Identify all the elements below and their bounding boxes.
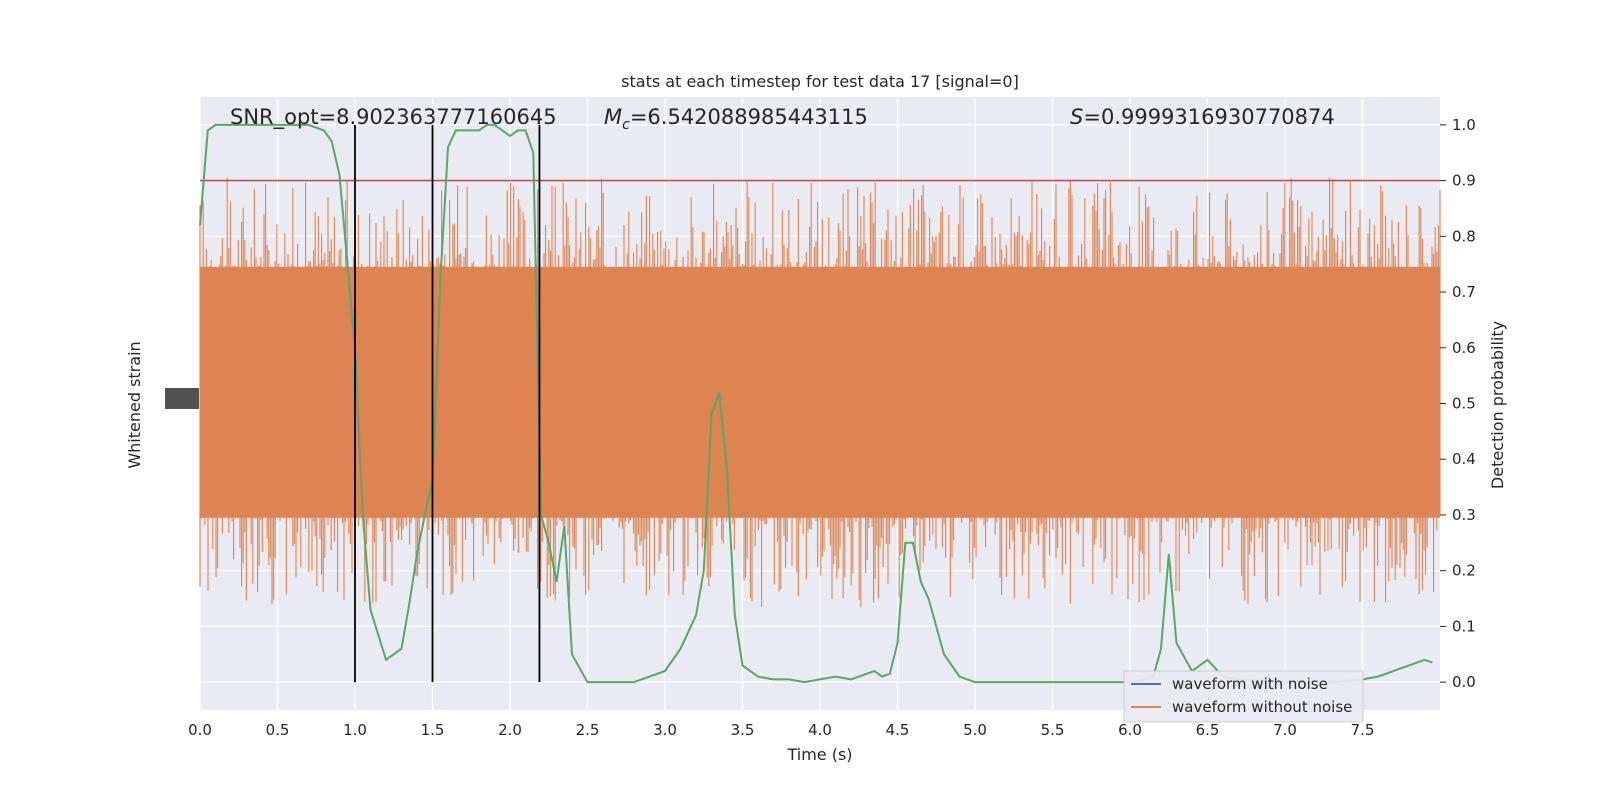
y-tick-label: 0.4 — [1452, 450, 1476, 468]
y-tick-label: 0.2 — [1452, 562, 1476, 580]
probability-series — [199, 123, 1440, 684]
y-tick-label: 1.0 — [1452, 116, 1476, 134]
x-tick-label: 0.5 — [266, 721, 290, 739]
legend-label-with-noise: waveform with noise — [1172, 675, 1328, 693]
s-symbol: S — [1070, 105, 1083, 129]
y-tick-label: 0.7 — [1452, 283, 1476, 301]
y-tick-label: 0.1 — [1452, 617, 1476, 635]
legend: waveform with noise waveform without noi… — [1123, 670, 1364, 723]
x-tick-label: 6.5 — [1196, 721, 1220, 739]
x-tick-label: 3.5 — [731, 721, 755, 739]
tick-labels: 0.0 0.5 1.0 1.5 2.0 2.5 3.0 3.5 4.0 4.5 5.0 5.5 6.0 6… — [188, 116, 1476, 739]
y-tick-label: 0.6 — [1452, 339, 1476, 357]
x-tick-label: 4.0 — [808, 721, 832, 739]
x-tick-label: 1.5 — [421, 721, 445, 739]
x-tick-label: 2.0 — [498, 721, 522, 739]
x-axis-label: Time (s) — [786, 745, 852, 764]
noise-series — [199, 177, 1441, 607]
x-tick-label: 0.0 — [188, 721, 212, 739]
mc-symbol: M — [604, 105, 622, 129]
y-axis-label-left: Whitened strain — [125, 341, 144, 468]
annotation-mc: Mc=6.542088985443115 — [604, 105, 868, 133]
x-tick-label: 4.5 — [886, 721, 910, 739]
chart-title: stats at each timestep for test data 17 … — [621, 72, 1019, 91]
y-tick-label: 0.5 — [1452, 395, 1476, 413]
vertical-markers — [354, 124, 541, 683]
probability-line — [199, 123, 1433, 684]
annotation-s: S=0.9999316930770874 — [1070, 105, 1335, 129]
y-tick-label: 0.3 — [1452, 506, 1476, 524]
y-tick-label: 0.8 — [1452, 227, 1476, 245]
x-tick-label: 5.0 — [963, 721, 987, 739]
y-tick-label: 0.0 — [1452, 673, 1476, 691]
x-tick-label: 6.0 — [1118, 721, 1142, 739]
legend-label-without-noise: waveform without noise — [1172, 698, 1352, 716]
legend-box — [1123, 670, 1364, 723]
x-tick-label: 3.0 — [653, 721, 677, 739]
y-axis-label-right: Detection probability — [1488, 321, 1507, 489]
x-tick-label: 2.5 — [576, 721, 600, 739]
x-tick-label: 7.5 — [1351, 721, 1375, 739]
s-value: =0.9999316930770874 — [1083, 105, 1334, 129]
mc-subscript: c — [622, 117, 630, 133]
left-tick-blob — [165, 388, 199, 409]
noise-spikes — [199, 177, 1441, 607]
left-axis-ticks-clutter — [165, 388, 199, 409]
x-tick-label: 7.0 — [1273, 721, 1297, 739]
x-tick-label: 5.5 — [1041, 721, 1065, 739]
y-tick-label: 0.9 — [1452, 172, 1476, 190]
x-tick-label: 1.0 — [343, 721, 367, 739]
mc-value: =6.542088985443115 — [630, 105, 868, 129]
annotation-snr: SNR_opt=8.902363777160645 — [230, 105, 557, 130]
